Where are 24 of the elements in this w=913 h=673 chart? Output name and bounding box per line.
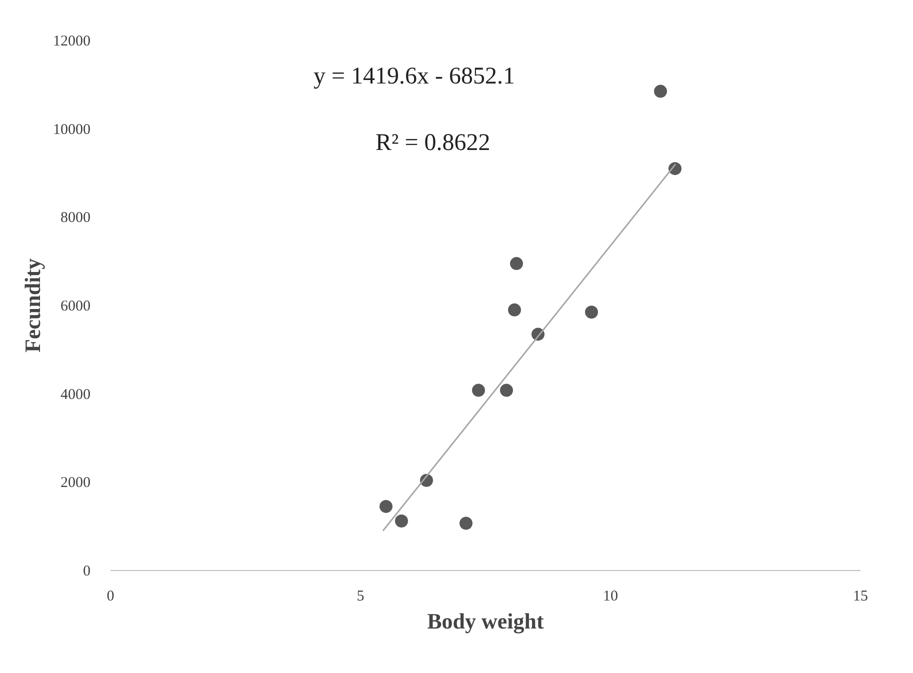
- x-tick-label: 0: [106, 588, 114, 604]
- point: [380, 500, 392, 513]
- point: [395, 514, 408, 528]
- point: [510, 257, 523, 270]
- x-tick-label: 15: [853, 588, 868, 604]
- annotation: R² = 0.8622: [376, 130, 490, 156]
- x-axis-title: Body weight: [427, 608, 545, 634]
- annotation: y = 1419.6x - 6852.1: [314, 63, 516, 90]
- point: [585, 306, 598, 319]
- y-tick-label: 2000: [60, 475, 90, 492]
- point: [472, 384, 485, 397]
- x-tick-label: 10: [603, 588, 618, 604]
- point: [460, 516, 472, 530]
- point: [508, 303, 521, 316]
- y-tick-label: 0: [83, 564, 90, 580]
- point: [500, 384, 513, 397]
- y-tick-label: 10000: [53, 122, 90, 138]
- point: [654, 84, 667, 98]
- y-tick-label: 4000: [60, 386, 90, 403]
- y-tick-label: 8000: [60, 210, 90, 226]
- y-axis-title: Fecundity: [20, 258, 45, 353]
- y-tick-label: 12000: [53, 34, 90, 50]
- y-tick-label: 6000: [60, 298, 90, 314]
- x-tick-label: 5: [356, 588, 364, 604]
